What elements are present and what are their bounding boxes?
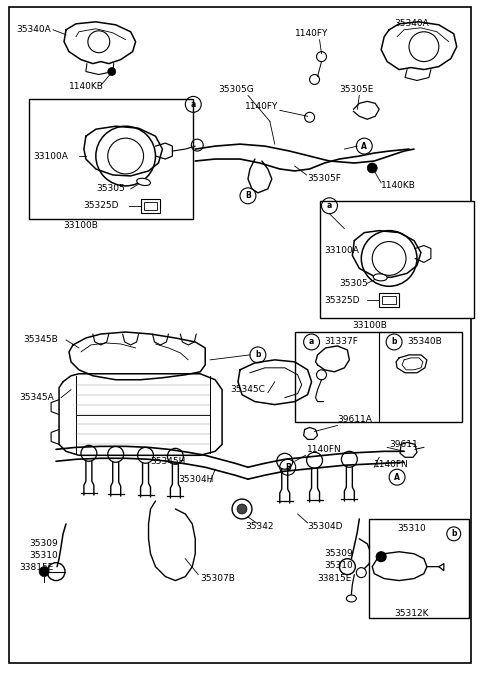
- Text: 35340B: 35340B: [407, 337, 442, 347]
- Text: 35340A: 35340A: [394, 20, 429, 28]
- Bar: [320, 201, 474, 318]
- Text: a: a: [309, 337, 314, 347]
- Bar: [382, 296, 396, 304]
- Circle shape: [108, 67, 116, 75]
- Text: b: b: [451, 530, 456, 538]
- Circle shape: [367, 163, 377, 173]
- Text: 35310: 35310: [29, 551, 58, 560]
- Bar: [379, 293, 399, 307]
- Ellipse shape: [137, 178, 150, 186]
- Text: 35310: 35310: [324, 561, 353, 570]
- Circle shape: [376, 552, 386, 562]
- Bar: [144, 202, 157, 210]
- Bar: [295, 332, 462, 421]
- Text: 35310: 35310: [397, 524, 426, 534]
- Text: 35305: 35305: [339, 279, 368, 288]
- Text: B: B: [285, 463, 290, 472]
- Text: 35305G: 35305G: [218, 85, 254, 94]
- Text: 35305E: 35305E: [339, 85, 374, 94]
- Text: 33100B: 33100B: [352, 320, 387, 330]
- Text: a: a: [327, 201, 332, 210]
- Text: 1140KB: 1140KB: [381, 182, 416, 190]
- Text: 35325D: 35325D: [324, 295, 360, 305]
- Text: 35309: 35309: [324, 549, 353, 558]
- Text: 35307B: 35307B: [200, 574, 235, 583]
- Text: 1140FN: 1140FN: [374, 460, 409, 469]
- Text: A: A: [361, 141, 367, 151]
- Text: 33815E: 33815E: [19, 563, 54, 572]
- Text: b: b: [255, 351, 261, 359]
- Bar: [141, 199, 160, 213]
- Text: 33100A: 33100A: [33, 151, 68, 161]
- Text: 1140FN: 1140FN: [307, 445, 341, 454]
- Text: 31337F: 31337F: [324, 337, 359, 347]
- Text: 1140KB: 1140KB: [69, 82, 104, 91]
- Bar: [369, 519, 468, 618]
- Ellipse shape: [373, 274, 387, 281]
- Text: A: A: [394, 472, 400, 482]
- Text: 33815E: 33815E: [318, 574, 352, 583]
- Text: 35342: 35342: [245, 522, 274, 532]
- Text: 1140FY: 1140FY: [295, 29, 328, 38]
- Ellipse shape: [347, 595, 356, 602]
- Text: 35325D: 35325D: [83, 201, 119, 210]
- Text: 35345C: 35345C: [230, 385, 265, 394]
- Text: 33100B: 33100B: [63, 221, 98, 230]
- Text: 39611: 39611: [389, 440, 418, 449]
- Text: 35340A: 35340A: [16, 26, 51, 34]
- Text: a: a: [191, 100, 196, 109]
- Bar: [29, 100, 193, 219]
- Text: 35345H: 35345H: [151, 457, 186, 466]
- Text: 35304H: 35304H: [179, 474, 214, 484]
- Text: 35345A: 35345A: [19, 393, 54, 402]
- Text: 1140FY: 1140FY: [245, 102, 278, 111]
- Text: 35304D: 35304D: [308, 522, 343, 532]
- Text: b: b: [391, 337, 397, 347]
- Text: 35312K: 35312K: [394, 609, 429, 618]
- Text: 35305: 35305: [96, 184, 125, 193]
- Text: 35305F: 35305F: [308, 174, 341, 184]
- Circle shape: [39, 567, 49, 577]
- Text: 39611A: 39611A: [337, 415, 372, 424]
- Text: 35309: 35309: [29, 539, 58, 548]
- Text: 35345B: 35345B: [23, 335, 58, 345]
- Text: 33100A: 33100A: [324, 246, 360, 255]
- Circle shape: [237, 504, 247, 514]
- Text: B: B: [245, 191, 251, 201]
